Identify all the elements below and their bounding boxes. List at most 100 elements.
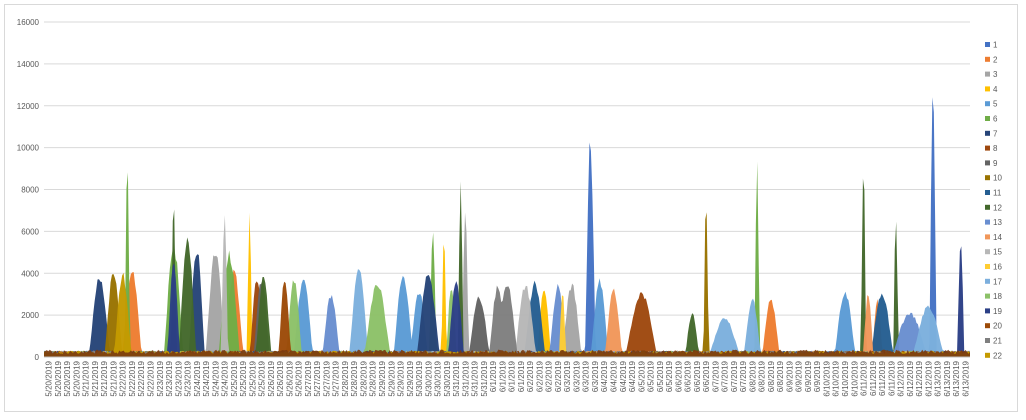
- x-tick-label-69: 6/6/2019: [684, 360, 693, 392]
- x-tick-label-49: 6/1/2019: [498, 360, 507, 392]
- x-tick-label-97: 6/13/2019: [943, 360, 952, 396]
- y-tick-label-8: 16000: [17, 18, 40, 27]
- legend-label-1: 1: [993, 41, 998, 50]
- x-tick-label-76: 6/8/2019: [748, 360, 757, 392]
- legend-swatch-15: [985, 249, 990, 255]
- x-tick-label-14: 5/23/2019: [174, 360, 183, 396]
- x-tick-label-85: 6/10/2019: [832, 360, 841, 396]
- x-tick-label-88: 6/11/2019: [860, 360, 869, 396]
- legend-swatch-1: [985, 42, 990, 47]
- legend-label-21: 21: [993, 337, 1002, 346]
- x-tick-label-72: 6/7/2019: [711, 360, 720, 392]
- x-tick-label-32: 5/28/2019: [341, 360, 350, 396]
- legend-swatch-4: [985, 86, 990, 92]
- legend-label-3: 3: [993, 70, 998, 79]
- x-tick-label-90: 6/11/2019: [878, 360, 887, 396]
- x-tick-label-58: 6/3/2019: [582, 360, 591, 392]
- legend-label-2: 2: [993, 55, 998, 64]
- x-tick-label-86: 6/10/2019: [841, 360, 850, 396]
- x-tick-label-93: 6/12/2019: [906, 360, 915, 396]
- x-tick-label-64: 6/5/2019: [637, 360, 646, 392]
- y-tick-label-0: 0: [35, 353, 40, 362]
- x-tick-label-43: 5/30/2019: [443, 360, 452, 396]
- x-tick-label-44: 5/31/2019: [452, 360, 461, 396]
- legend-label-17: 17: [993, 277, 1002, 286]
- x-tick-label-61: 6/4/2019: [609, 360, 618, 392]
- x-tick-label-33: 5/28/2019: [350, 360, 359, 396]
- legend-label-11: 11: [993, 189, 1002, 198]
- legend-label-19: 19: [993, 307, 1002, 316]
- legend-swatch-20: [985, 323, 990, 329]
- x-tick-label-46: 5/31/2019: [471, 360, 480, 396]
- x-tick-label-47: 5/31/2019: [480, 360, 489, 396]
- x-tick-label-62: 6/4/2019: [619, 360, 628, 392]
- legend-label-13: 13: [993, 218, 1002, 227]
- legend-swatch-19: [985, 308, 990, 314]
- x-tick-label-73: 6/7/2019: [721, 360, 730, 392]
- x-tick-label-12: 5/23/2019: [156, 360, 165, 396]
- x-tick-label-25: 5/26/2019: [276, 360, 285, 396]
- legend-swatch-12: [985, 204, 990, 210]
- x-tick-label-80: 6/9/2019: [785, 360, 794, 392]
- x-tick-label-18: 5/24/2019: [211, 360, 220, 396]
- x-tick-label-5: 5/21/2019: [91, 360, 100, 396]
- x-tick-label-57: 6/3/2019: [572, 360, 581, 392]
- series-area-6: [44, 161, 970, 357]
- x-tick-label-38: 5/29/2019: [397, 360, 406, 396]
- x-tick-label-40: 5/30/2019: [415, 360, 424, 396]
- x-tick-label-96: 6/13/2019: [934, 360, 943, 396]
- x-tick-label-53: 6/2/2019: [535, 360, 544, 392]
- x-tick-label-94: 6/12/2019: [915, 360, 924, 396]
- x-tick-label-67: 6/5/2019: [665, 360, 674, 392]
- x-tick-label-70: 6/6/2019: [693, 360, 702, 392]
- series-area-11: [44, 280, 970, 357]
- x-tick-label-98: 6/13/2019: [952, 360, 961, 396]
- x-tick-label-50: 6/1/2019: [508, 360, 517, 392]
- x-tick-label-36: 5/29/2019: [378, 360, 387, 396]
- x-tick-label-81: 6/9/2019: [795, 360, 804, 392]
- legend-swatch-11: [985, 190, 990, 195]
- x-tick-label-45: 5/31/2019: [461, 360, 470, 396]
- x-tick-label-26: 5/26/2019: [285, 360, 294, 396]
- x-tick-label-22: 5/25/2019: [248, 360, 257, 396]
- legend-swatch-10: [985, 175, 990, 181]
- series-area-21: [44, 285, 970, 357]
- x-tick-label-48: 6/1/2019: [489, 360, 498, 392]
- legend-swatch-9: [985, 160, 990, 166]
- x-tick-label-0: 5/20/2019: [45, 360, 54, 396]
- x-tick-label-65: 6/5/2019: [647, 360, 656, 392]
- x-tick-label-55: 6/2/2019: [554, 360, 563, 392]
- x-tick-label-4: 5/21/2019: [82, 360, 91, 396]
- x-tick-label-1: 5/20/2019: [54, 360, 63, 396]
- x-tick-label-16: 5/24/2019: [193, 360, 202, 396]
- x-tick-label-56: 6/3/2019: [563, 360, 572, 392]
- x-tick-label-13: 5/23/2019: [165, 360, 174, 396]
- legend-swatch-22: [985, 352, 990, 358]
- x-tick-label-89: 6/11/2019: [869, 360, 878, 396]
- x-tick-label-27: 5/26/2019: [295, 360, 304, 396]
- x-tick-label-75: 6/7/2019: [739, 360, 748, 392]
- x-tick-label-60: 6/4/2019: [600, 360, 609, 392]
- y-tick-label-3: 6000: [21, 227, 39, 236]
- legend-label-6: 6: [993, 115, 998, 124]
- legend-swatch-21: [985, 338, 990, 343]
- legend-label-10: 10: [993, 174, 1002, 183]
- legend-swatch-18: [985, 293, 990, 299]
- legend-swatch-3: [985, 71, 990, 77]
- x-tick-label-7: 5/21/2019: [109, 360, 118, 396]
- y-tick-label-1: 2000: [21, 311, 39, 320]
- y-tick-label-2: 4000: [21, 269, 39, 278]
- x-tick-label-79: 6/8/2019: [776, 360, 785, 392]
- x-tick-label-17: 5/24/2019: [202, 360, 211, 396]
- x-tick-label-10: 5/22/2019: [137, 360, 146, 396]
- legend-label-16: 16: [993, 263, 1002, 272]
- legend-label-5: 5: [993, 100, 998, 109]
- x-tick-label-3: 5/20/2019: [72, 360, 81, 396]
- x-tick-label-63: 6/4/2019: [628, 360, 637, 392]
- legend-label-14: 14: [993, 233, 1002, 242]
- x-tick-label-6: 5/21/2019: [100, 360, 109, 396]
- x-tick-label-31: 5/27/2019: [332, 360, 341, 396]
- x-tick-label-71: 6/6/2019: [702, 360, 711, 392]
- x-tick-label-59: 6/3/2019: [591, 360, 600, 392]
